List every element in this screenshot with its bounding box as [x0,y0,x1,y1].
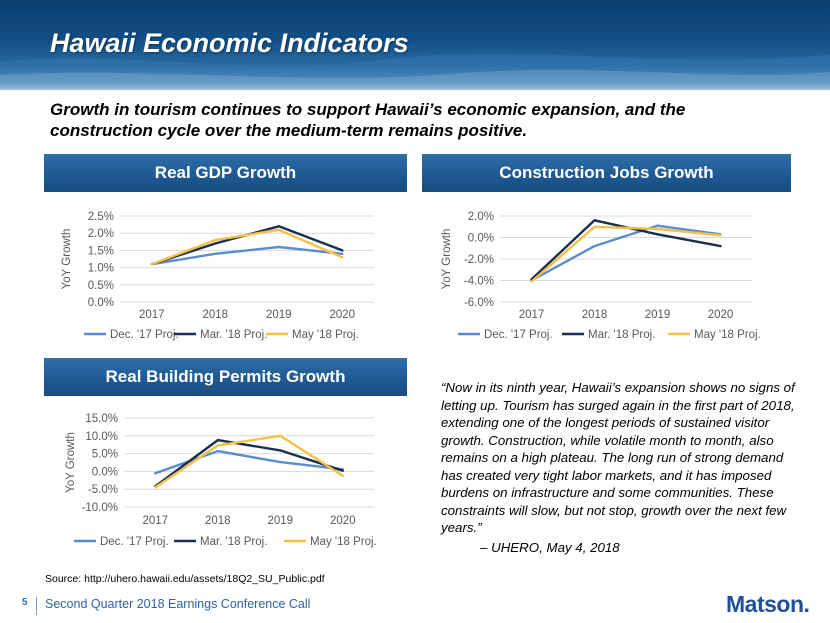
series-line-may18 [150,228,344,266]
y-tick-label: 1.5% [88,245,114,257]
y-tick-label: -2.0% [464,254,494,266]
x-tick-label: 2020 [708,309,734,321]
y-tick-label: 2.0% [88,228,114,240]
gdp-chart: 0.0% 0.5% 1.0% 1.5% 2.0% 2.5% YoY Growth 2017 20… [61,211,374,341]
y-tick-label: 10.0% [85,431,118,443]
x-tick-label: 2017 [139,309,165,321]
title-banner [0,0,830,90]
y-tick-label: 0.0% [88,297,114,309]
x-tick-label: 2018 [205,515,231,527]
x-tick-label: 2017 [519,309,545,321]
legend-label-mar18: Mar. '18 Proj. [200,329,267,341]
page-number: 5 [22,597,28,608]
x-tick-label: 2020 [330,515,356,527]
y-tick-label: 2.5% [88,211,114,223]
x-tick-label: 2019 [267,515,293,527]
permits-chart: -10.0% -5.0% 0.0% 5.0% 10.0% 15.0% YoY Growth 2… [65,413,377,548]
y-axis-label: YoY Growth [441,229,453,290]
quote-attribution: – UHERO, May 4, 2018 [480,540,620,555]
y-axis-label: YoY Growth [61,229,73,290]
x-tick-label: 2019 [645,309,671,321]
legend-label-mar18: Mar. '18 Proj. [588,329,655,341]
slide-subtitle: Growth in tourism continues to support H… [50,100,686,140]
x-tick-label: 2018 [582,309,608,321]
x-tick-label: 2018 [202,309,228,321]
series-line-dec17 [530,224,722,282]
x-tick-label: 2019 [266,309,292,321]
x-tick-label: 2020 [329,309,355,321]
legend-label-may18: May '18 Proj. [310,536,377,548]
y-tick-label: 5.0% [92,449,118,461]
y-tick-label: 1.0% [88,263,114,275]
series-line-may18 [530,225,722,283]
y-tick-label: 15.0% [85,413,118,425]
construction-chart: -6.0% -4.0% -2.0% 0.0% 2.0% YoY Growth 2017 201… [441,211,761,341]
series-line-dec17 [150,245,344,266]
slide-title: Hawaii Economic Indicators [50,28,409,58]
series-line-mar18 [154,438,344,488]
legend-label-dec17: Dec. '17 Proj. [110,329,179,341]
legend-label-may18: May '18 Proj. [694,329,761,341]
uhero-quote: “Now in its ninth year, Hawaii’s expansi… [441,380,795,535]
legend-label-mar18: Mar. '18 Proj. [200,536,267,548]
source-note: Source: http://uhero.hawaii.edu/assets/1… [45,573,325,585]
matson-logo: Matson. [726,591,810,617]
legend-label-dec17: Dec. '17 Proj. [100,536,169,548]
y-tick-label: 0.0% [468,233,494,245]
y-tick-label: -5.0% [88,484,118,496]
legend-label-may18: May '18 Proj. [292,329,359,341]
gdp-chart-header: Real GDP Growth [44,154,407,192]
y-tick-label: -10.0% [82,502,118,514]
y-tick-label: 2.0% [468,211,494,223]
series-line-may18 [154,434,344,489]
permits-chart-header: Real Building Permits Growth [44,358,407,396]
construction-chart-header: Construction Jobs Growth [422,154,791,192]
y-tick-label: 0.5% [88,280,114,292]
footer-text: Second Quarter 2018 Earnings Conference … [45,597,311,611]
footer-divider [36,597,37,615]
series-line-mar18 [530,219,722,281]
legend-label-dec17: Dec. '17 Proj. [484,329,553,341]
y-axis-label: YoY Growth [65,432,77,493]
x-tick-label: 2017 [142,515,168,527]
banner-wave-decoration [0,53,830,90]
y-tick-label: -6.0% [464,297,494,309]
y-tick-label: -4.0% [464,276,494,288]
y-tick-label: 0.0% [92,466,118,478]
